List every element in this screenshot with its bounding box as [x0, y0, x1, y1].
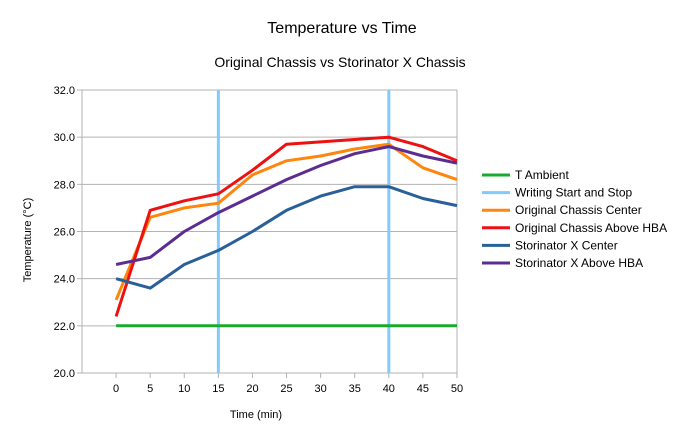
y-tick-label: 24.0 [54, 274, 75, 286]
chart-title: Temperature vs Time [267, 20, 416, 37]
x-tick-label: 15 [212, 383, 224, 395]
legend-label: Writing Start and Stop [515, 186, 632, 200]
legend-label: Original Chassis Above HBA [515, 221, 667, 235]
series-lines [114, 135, 458, 328]
tick-labels: 20.0 22.0 24.0 26.0 28.0 30.0 32.0 0 5 10 15 20 25 30… [54, 85, 464, 395]
x-tick-label: 20 [246, 383, 258, 395]
x-tick-label: 5 [147, 383, 153, 395]
legend-label: T Ambient [515, 168, 569, 182]
y-tick-label: 22.0 [54, 321, 75, 333]
legend-label: Original Chassis Center [515, 203, 642, 217]
x-tick-label: 50 [451, 383, 463, 395]
y-tick-label: 30.0 [54, 132, 75, 144]
x-axis-title: Time (min) [230, 409, 282, 421]
x-tick-label: 10 [178, 383, 190, 395]
x-tick-label: 30 [315, 383, 327, 395]
series-line-original-chassis-above-hba [114, 135, 458, 317]
series-line-original-chassis-center [114, 142, 458, 301]
legend-item-t-ambient: T Ambient [482, 168, 569, 182]
x-tick-label: 0 [113, 383, 119, 395]
y-tick-label: 32.0 [54, 85, 75, 97]
legend-item-original-chassis-center: Original Chassis Center [482, 203, 642, 217]
x-tick-label: 40 [383, 383, 395, 395]
legend-label: Storinator X Center [515, 238, 618, 252]
chart-subtitle: Original Chassis vs Storinator X Chassis [214, 54, 465, 70]
y-tick-label: 20.0 [54, 368, 75, 380]
gridlines [82, 89, 457, 374]
x-tick-label: 25 [280, 383, 292, 395]
legend-item-storinator-x-center: Storinator X Center [482, 238, 618, 252]
y-tick-label: 26.0 [54, 227, 75, 239]
series-line-storinator-x-above-hba [115, 145, 458, 266]
legend-item-original-chassis-above-hba: Original Chassis Above HBA [482, 221, 667, 235]
legend-item-storinator-x-above-hba: Storinator X Above HBA [482, 256, 643, 270]
x-tick-label: 35 [349, 383, 361, 395]
legend-label: Storinator X Above HBA [515, 256, 643, 270]
y-axis-title: Temperature (°C) [22, 198, 34, 282]
x-tick-label: 45 [417, 383, 429, 395]
legend-item-writing-start-and-stop: Writing Start and Stop [482, 186, 632, 200]
series-line-storinator-x-center [115, 185, 458, 290]
y-tick-label: 28.0 [54, 179, 75, 191]
legend: T Ambient Writing Start and Stop Original … [482, 168, 667, 270]
axes [77, 89, 458, 378]
